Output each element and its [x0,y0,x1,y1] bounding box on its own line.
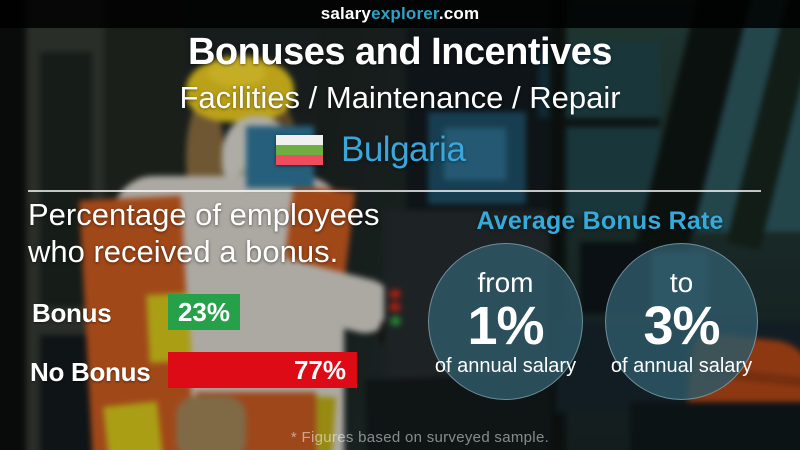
site-logo: salaryexplorer.com [321,4,480,24]
rate-circle-from: from 1% of annual salary [428,243,583,400]
no-bonus-bar: 77% [168,352,357,388]
bg-hardhat-highlight [208,60,266,86]
bonus-value: 23% [177,296,231,327]
flag-stripe-green [276,145,323,155]
site-logo-salary: salary [320,4,372,23]
bg-window-1-bar [566,118,660,127]
bg-led-red-1 [389,289,401,299]
heading-line-2: who received a bonus. [28,234,339,269]
header-bar: salaryexplorer.com [0,0,800,28]
section-heading: Percentage of employees who received a b… [28,196,380,270]
bg-left-strip [0,0,28,450]
bg-led-green [390,316,401,326]
no-bonus-value: 77% [293,354,346,385]
country-row: Bulgaria [276,130,466,170]
bonus-label: Bonus [32,298,112,328]
page-title: Bonuses and Incentives [187,31,613,73]
flag-stripe-red [276,155,323,165]
rate-circle-to: to 3% of annual salary [605,243,758,400]
rate-from-value: 1% [467,295,544,356]
heading-line-1: Percentage of employees [28,197,380,232]
bg-worker-arm [176,396,246,450]
bg-window-1 [566,42,660,217]
bg-led-red-2 [389,302,401,312]
rate-heading: Average Bonus Rate [476,207,724,235]
site-logo-com: .com [438,4,480,23]
bulgaria-flag-icon [276,135,323,165]
page-subtitle: Facilities / Maintenance / Repair [179,80,621,115]
bonus-bar: 23% [168,294,240,330]
rate-to-word: to [669,266,694,298]
rate-from-word: from [477,266,534,298]
rate-from-suffix: of annual salary [434,354,577,377]
country-name: Bulgaria [341,130,466,169]
site-logo-explorer: explorer [371,4,439,23]
flag-stripe-white [276,135,323,145]
rate-to-value: 3% [643,295,720,356]
bg-floor-right [630,402,800,450]
rate-to-suffix: of annual salary [610,354,753,377]
bg-screen-1-glow [444,128,506,180]
footnote: * Figures based on surveyed sample. [290,429,550,446]
bg-door-glass-lower [40,335,92,450]
divider-line [28,190,761,192]
no-bonus-label: No Bonus [30,357,151,387]
